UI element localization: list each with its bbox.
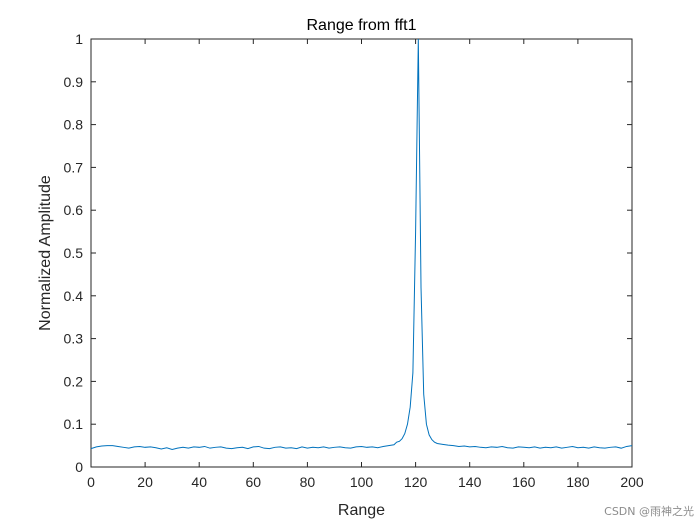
x-tick-label: 160 bbox=[512, 474, 536, 490]
y-tick-label: 0.1 bbox=[64, 416, 84, 432]
x-tick-label: 40 bbox=[191, 474, 207, 490]
x-tick-label: 140 bbox=[458, 474, 482, 490]
x-tick-label: 200 bbox=[620, 474, 644, 490]
x-tick-label: 100 bbox=[350, 474, 374, 490]
x-axis-label: Range bbox=[338, 502, 385, 519]
y-tick-label: 0.6 bbox=[64, 202, 84, 218]
y-axis-label: Normalized Amplitude bbox=[37, 175, 54, 331]
series-line bbox=[90, 38, 633, 450]
y-tick-label: 0.3 bbox=[64, 331, 84, 347]
tick-labels: 0 20 40 60 80 100 120 140 160 180 200 0 0.1 0.2 0.3 0.4… bbox=[64, 31, 644, 490]
watermark: CSDN @雨神之光 bbox=[604, 505, 694, 518]
x-tick-label: 120 bbox=[404, 474, 428, 490]
axis-ticks bbox=[90, 38, 633, 468]
x-tick-label: 0 bbox=[87, 474, 95, 490]
y-tick-label: 0 bbox=[75, 459, 83, 475]
y-tick-label: 0.9 bbox=[64, 74, 84, 90]
chart-title: Range from fft1 bbox=[307, 17, 417, 34]
plot-area bbox=[90, 38, 633, 468]
y-tick-label: 0.5 bbox=[64, 245, 84, 261]
x-tick-label: 180 bbox=[566, 474, 590, 490]
x-tick-label: 80 bbox=[300, 474, 316, 490]
y-tick-label: 0.7 bbox=[64, 159, 84, 175]
y-tick-label: 0.4 bbox=[64, 288, 84, 304]
y-tick-label: 0.8 bbox=[64, 117, 84, 133]
x-tick-label: 20 bbox=[137, 474, 153, 490]
y-tick-label: 1 bbox=[75, 31, 83, 47]
y-tick-label: 0.2 bbox=[64, 373, 84, 389]
x-tick-label: 60 bbox=[246, 474, 262, 490]
